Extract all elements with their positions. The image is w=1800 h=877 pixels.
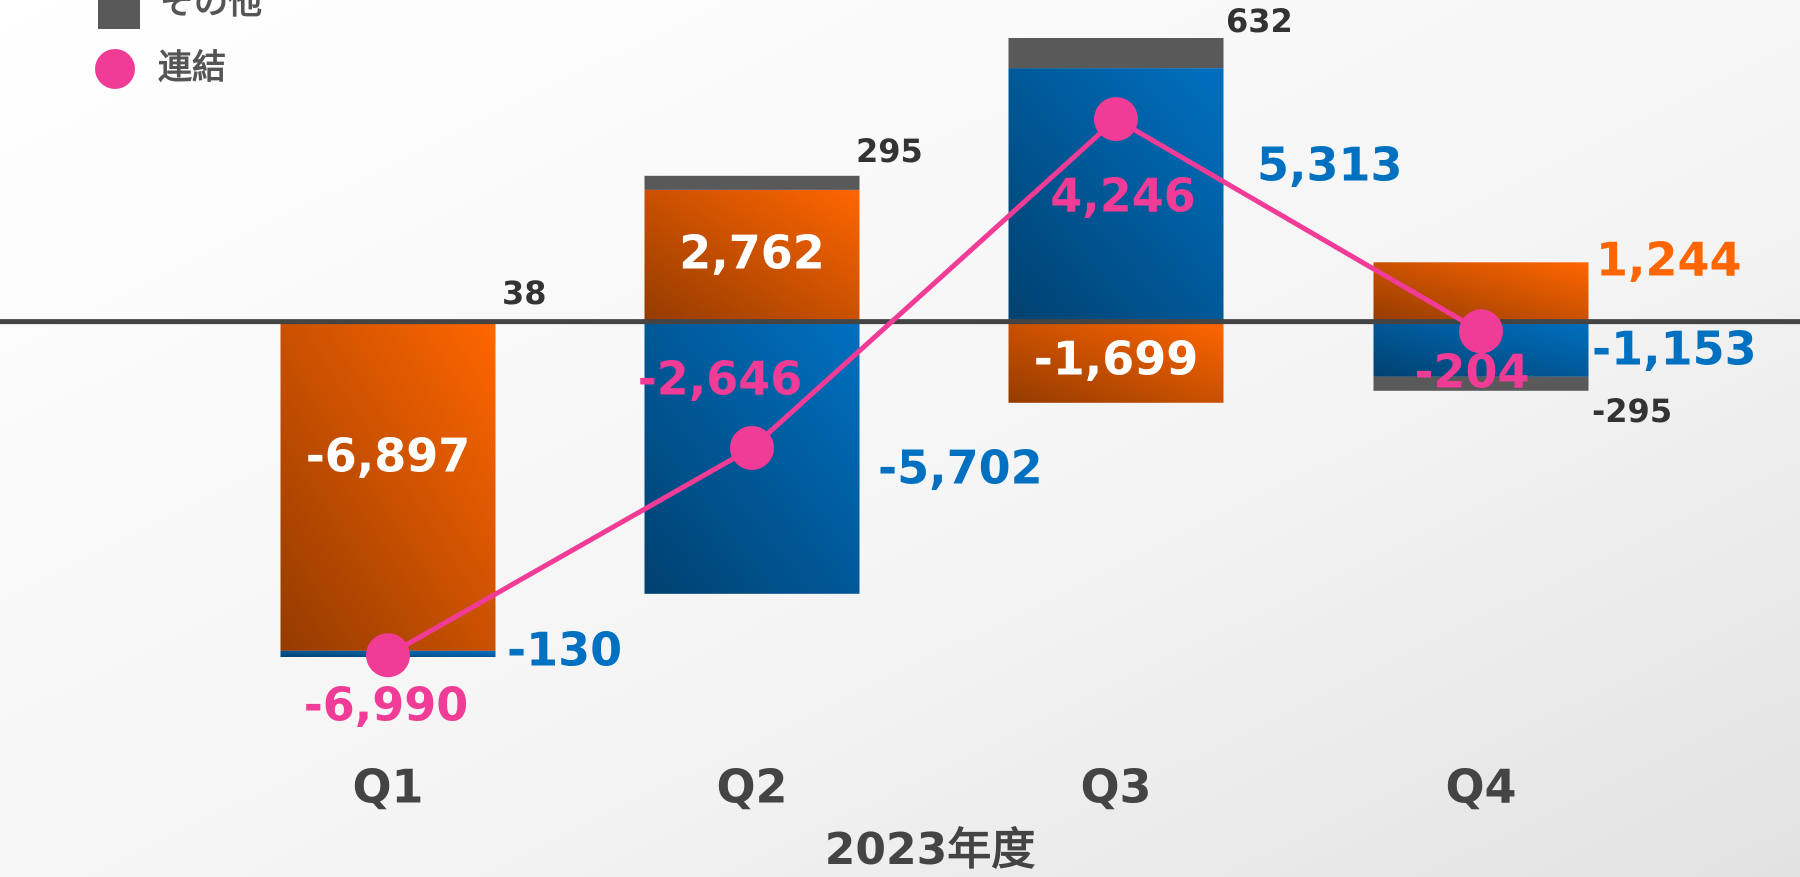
- line-point: [1094, 97, 1138, 142]
- bar-segment: [1008, 38, 1224, 69]
- bar-segment: [644, 175, 860, 190]
- value-label: 4,246: [1050, 169, 1196, 223]
- x-tick-label: Q1: [352, 760, 423, 814]
- value-label: -6,897: [306, 429, 471, 483]
- legend-swatch: [95, 49, 135, 89]
- value-label: -5,702: [878, 441, 1043, 495]
- line-point: [1459, 309, 1503, 354]
- bar-shade: [1008, 321, 1224, 403]
- value-label: 1,244: [1596, 233, 1742, 287]
- value-label: -1,153: [1592, 322, 1757, 376]
- value-label: 295: [856, 132, 923, 170]
- x-tick-label: Q2: [716, 760, 787, 814]
- value-label: -2,646: [638, 352, 803, 406]
- value-label: -1,699: [1034, 332, 1199, 386]
- value-label: -6,990: [304, 678, 469, 732]
- bar-shade: [644, 189, 860, 322]
- legend-swatch: [98, 0, 140, 29]
- legend-label: 連結: [158, 48, 226, 88]
- value-label: -295: [1592, 392, 1672, 430]
- bar-segment: [1373, 376, 1589, 391]
- line-point: [730, 425, 774, 470]
- x-axis-label: 2023年度: [825, 824, 1035, 875]
- value-label: 5,313: [1257, 138, 1403, 192]
- line-point: [366, 633, 410, 678]
- x-tick-label: Q4: [1445, 760, 1516, 814]
- bar-shade: [280, 321, 496, 651]
- legend-label: その他: [160, 0, 262, 23]
- value-label: 38: [502, 274, 547, 312]
- line: [386, 115, 1483, 658]
- value-label: -130: [507, 623, 622, 677]
- value-label: 632: [1226, 2, 1293, 40]
- value-label: -204: [1414, 345, 1529, 399]
- value-label: 2,762: [679, 226, 825, 280]
- x-tick-label: Q3: [1080, 760, 1151, 814]
